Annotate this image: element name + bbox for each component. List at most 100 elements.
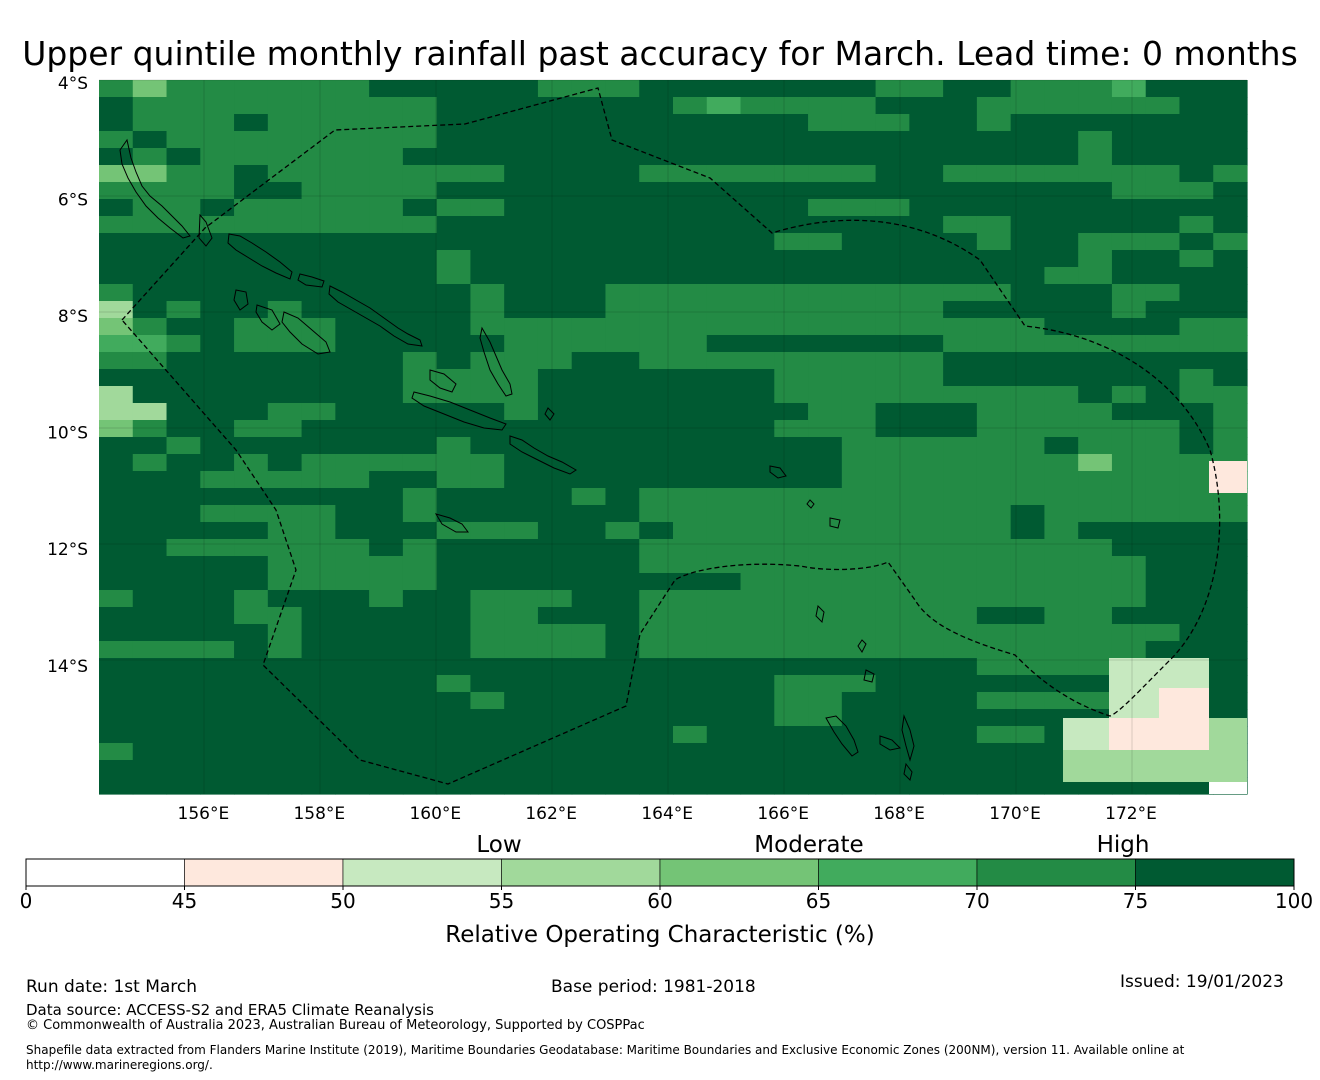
- heatmap-cell: [166, 420, 201, 438]
- heatmap-cell: [943, 539, 978, 557]
- heatmap-cell: [875, 301, 910, 319]
- heatmap-cell: [301, 607, 336, 625]
- heatmap-cell: [470, 709, 505, 727]
- heatmap-cell: [1213, 437, 1248, 455]
- heatmap-cell: [402, 199, 438, 217]
- heatmap-cell: [402, 216, 438, 234]
- heatmap-cell: [1111, 539, 1147, 557]
- heatmap-cell: [132, 301, 168, 319]
- heatmap-cell: [369, 148, 404, 166]
- heatmap-cell: [369, 199, 404, 217]
- heatmap-cell: [1044, 216, 1079, 234]
- heatmap-cell: [1111, 573, 1147, 591]
- heatmap-cell: [875, 420, 910, 438]
- heatmap-cell: [99, 437, 134, 455]
- heatmap-cell: [841, 760, 877, 778]
- heatmap-cell: [537, 437, 573, 455]
- heatmap-cell: [132, 131, 168, 149]
- heatmap-cell: [537, 420, 573, 438]
- heatmap-cell: [99, 420, 134, 438]
- heatmap-cell: [132, 692, 168, 710]
- heatmap-cell: [774, 165, 809, 183]
- heatmap-cell: [436, 182, 472, 200]
- heatmap-cell: [706, 420, 742, 438]
- heatmap-cell: [1010, 692, 1046, 710]
- heatmap-cell: [639, 624, 674, 642]
- heatmap-cell: [335, 369, 370, 387]
- heatmap-cell: [808, 216, 843, 234]
- heatmap-cell: [673, 352, 708, 370]
- heatmap-cell: [909, 454, 944, 472]
- heatmap-cell: [943, 318, 978, 336]
- heatmap-cell: [841, 777, 877, 795]
- heatmap-cell: [267, 148, 303, 166]
- heatmap-cell: [774, 522, 809, 540]
- heatmap-cell: [1044, 437, 1079, 455]
- heatmap-cell: [1044, 301, 1079, 319]
- heatmap-cell: [808, 250, 843, 268]
- heatmap-cell: [234, 590, 269, 608]
- heatmap-cell: [504, 233, 539, 251]
- heatmap-cell: [335, 709, 370, 727]
- heatmap-cell: [234, 471, 269, 489]
- heatmap-cell: [943, 437, 978, 455]
- heatmap-cell: [470, 437, 505, 455]
- heatmap-cell: [774, 471, 809, 489]
- heatmap-cell: [808, 675, 843, 693]
- heatmap-cell: [1078, 539, 1113, 557]
- heatmap-cell: [301, 335, 336, 353]
- heatmap-cell: [335, 80, 370, 98]
- heatmap-cell: [706, 403, 742, 421]
- heatmap-cell: [808, 80, 843, 98]
- heatmap-cell: [402, 454, 438, 472]
- heatmap-cell: [841, 522, 877, 540]
- heatmap-cell: [943, 267, 978, 285]
- heatmap-cell: [301, 267, 336, 285]
- heatmap-cell: [470, 760, 505, 778]
- heatmap-cell: [301, 114, 336, 132]
- heatmap-cell: [639, 590, 674, 608]
- heatmap-cell: [267, 335, 303, 353]
- heatmap-cell: [808, 454, 843, 472]
- heatmap-cell: [1145, 607, 1181, 625]
- heatmap-cell: [1044, 165, 1079, 183]
- heatmap-cell: [841, 386, 877, 404]
- heatmap-cell: [436, 556, 472, 574]
- heatmap-cell: [132, 437, 168, 455]
- heatmap-cell: [740, 743, 775, 761]
- heatmap-cell: [841, 182, 877, 200]
- heatmap-cell: [267, 318, 303, 336]
- heatmap-cell: [673, 199, 708, 217]
- heatmap-cell: [1078, 454, 1113, 472]
- heatmap-cell: [639, 454, 674, 472]
- heatmap-cell: [234, 301, 269, 319]
- heatmap-cell: [200, 165, 235, 183]
- heatmap-cell: [1044, 335, 1079, 353]
- heatmap-cell: [335, 386, 370, 404]
- heatmap-cell: [301, 556, 336, 574]
- heatmap-cell: [99, 233, 134, 251]
- heatmap-cell: [1044, 148, 1079, 166]
- shapefile-credit: Shapefile data extracted from Flanders M…: [26, 1043, 1184, 1073]
- heatmap-cell: [1111, 420, 1147, 438]
- heatmap-cell: [976, 233, 1012, 251]
- heatmap-cell: [706, 199, 742, 217]
- heatmap-cell: [1111, 284, 1147, 302]
- heatmap-cell: [875, 607, 910, 625]
- heatmap-cell: [1044, 131, 1079, 149]
- heatmap-cell: [369, 233, 404, 251]
- heatmap-cell: [605, 318, 640, 336]
- heatmap-cell: [267, 522, 303, 540]
- heatmap-cell: [571, 743, 607, 761]
- heatmap-cell: [1044, 454, 1079, 472]
- heatmap-cell: [1179, 556, 1214, 574]
- heatmap-cell: [402, 165, 438, 183]
- heatmap-cell: [369, 386, 404, 404]
- heatmap-cell: [943, 505, 978, 523]
- heatmap-cell: [234, 726, 269, 744]
- heatmap-cell: [267, 454, 303, 472]
- heatmap-cell: [571, 233, 607, 251]
- heatmap-cell: [808, 590, 843, 608]
- heatmap-cell: [166, 284, 201, 302]
- heatmap-cell: [402, 420, 438, 438]
